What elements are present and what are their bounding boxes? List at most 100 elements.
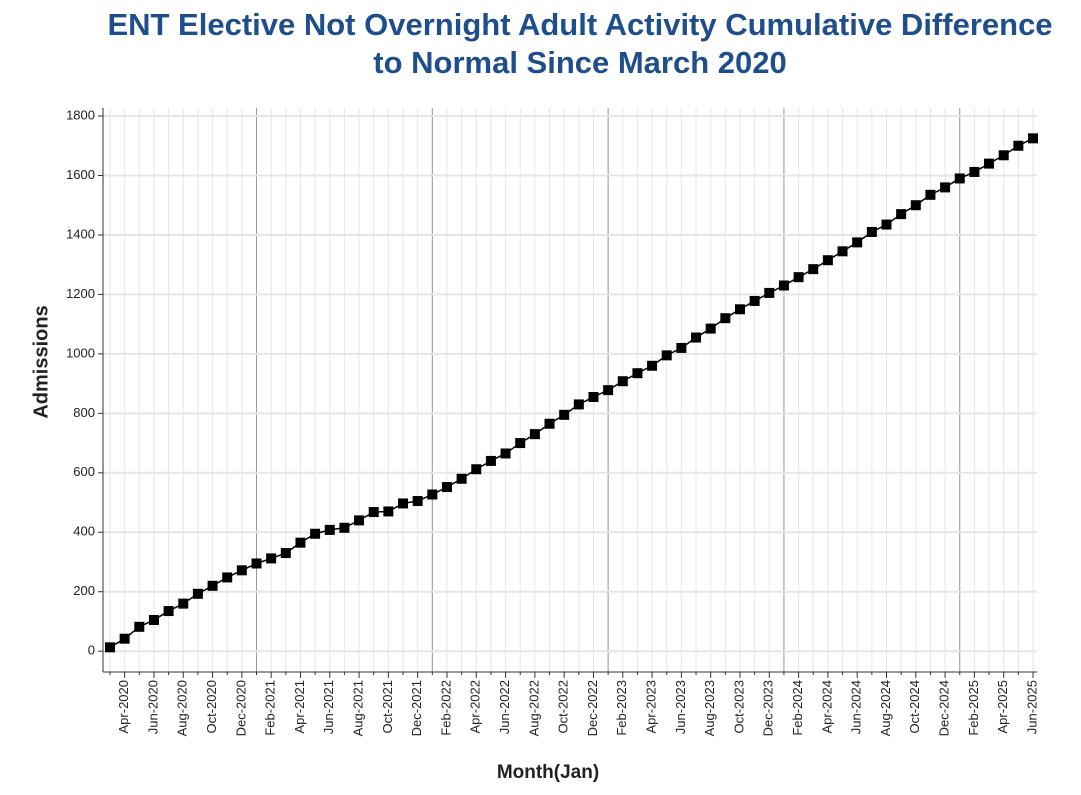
data-point <box>617 376 628 387</box>
data-point <box>163 606 174 617</box>
data-point <box>529 429 540 440</box>
data-point <box>969 166 980 177</box>
data-point <box>178 598 189 609</box>
data-point <box>105 642 115 653</box>
data-point <box>881 219 892 230</box>
x-tick-label: Oct-2023 <box>731 680 746 733</box>
y-tick-label: 800 <box>73 405 95 420</box>
data-point <box>603 385 614 396</box>
series-line <box>109 137 1034 648</box>
x-tick-label: Apr-2024 <box>819 680 834 733</box>
data-point <box>984 158 995 169</box>
data-point <box>207 580 218 591</box>
data-point <box>778 280 789 291</box>
data-point <box>822 255 833 266</box>
data-point <box>412 496 423 507</box>
data-point <box>896 209 907 220</box>
data-point <box>134 621 145 632</box>
x-tick-label: Aug-2021 <box>351 680 366 736</box>
data-point <box>1028 133 1038 144</box>
x-tick-label: Aug-2023 <box>702 680 717 736</box>
data-point <box>749 295 760 306</box>
x-tick-label: Oct-2022 <box>556 680 571 733</box>
x-tick-label: Jun-2022 <box>497 680 512 734</box>
data-point <box>764 287 775 298</box>
data-point <box>691 332 702 343</box>
x-tick-label: Aug-2024 <box>878 680 893 736</box>
x-tick-label: Dec-2022 <box>585 680 600 736</box>
x-tick-label: Apr-2020 <box>116 680 131 733</box>
data-point <box>441 482 452 493</box>
data-point <box>295 537 306 548</box>
x-tick-label: Feb-2024 <box>790 680 805 736</box>
data-point <box>280 548 291 559</box>
data-point <box>500 448 511 459</box>
x-axis-label: Month(Jan) <box>497 762 599 783</box>
data-point <box>544 418 555 429</box>
data-point <box>720 313 731 324</box>
data-point <box>998 150 1009 161</box>
x-tick-label: Aug-2020 <box>175 680 190 736</box>
data-point <box>676 342 687 353</box>
data-point <box>398 498 409 509</box>
x-tick-label: Oct-2024 <box>907 680 922 733</box>
x-tick-label: Jun-2020 <box>145 680 160 734</box>
data-point <box>427 489 438 500</box>
data-point <box>852 237 863 248</box>
data-point <box>192 588 203 599</box>
x-tick-label: Jun-2021 <box>321 680 336 734</box>
x-tick-label: Dec-2023 <box>761 680 776 736</box>
y-tick-label: 1000 <box>66 345 95 360</box>
x-tick-label: Dec-2024 <box>937 680 952 736</box>
x-tick-label: Feb-2022 <box>438 680 453 736</box>
y-tick-label: 1200 <box>66 286 95 301</box>
y-axis-label: Admissions <box>30 305 52 418</box>
chart-title: ENT Elective Not Overnight Adult Activit… <box>107 7 1053 80</box>
y-tick-label: 200 <box>73 583 95 598</box>
data-point <box>647 360 658 371</box>
data-point <box>324 524 335 535</box>
data-point <box>515 438 526 449</box>
data-point <box>251 558 262 569</box>
data-point <box>910 200 921 211</box>
data-point <box>866 226 877 237</box>
y-tick-label: 400 <box>73 524 95 539</box>
data-point <box>954 173 965 184</box>
x-tick-label: Apr-2023 <box>644 680 659 733</box>
x-tick-label: Feb-2021 <box>263 680 278 736</box>
x-tick-label: Apr-2022 <box>468 680 483 733</box>
data-point <box>588 391 599 402</box>
x-tick-label: Oct-2021 <box>380 680 395 733</box>
data-point <box>339 522 350 533</box>
x-tick-label: Feb-2025 <box>966 680 981 736</box>
x-tick-label: Jun-2024 <box>849 680 864 734</box>
data-point <box>573 399 584 410</box>
data-point <box>661 350 672 361</box>
x-tick-label: Feb-2023 <box>614 680 629 736</box>
x-tick-label: Aug-2022 <box>526 680 541 736</box>
x-tick-label: Jun-2025 <box>1024 680 1039 734</box>
data-point <box>456 473 467 484</box>
x-tick-label: Dec-2021 <box>409 680 424 736</box>
data-point <box>1013 140 1024 151</box>
data-point <box>793 272 804 283</box>
data-point <box>222 572 233 583</box>
data-point <box>383 506 394 517</box>
data-point <box>119 633 130 644</box>
x-tick-label: Apr-2021 <box>292 680 307 733</box>
y-tick-label: 1600 <box>66 167 95 182</box>
data-point <box>705 323 716 334</box>
y-tick-label: 1400 <box>66 226 95 241</box>
y-tick-label: 1800 <box>66 107 95 122</box>
data-point <box>354 515 365 526</box>
data-point <box>485 455 496 466</box>
data-point <box>471 464 482 475</box>
data-point <box>632 368 643 379</box>
x-tick-label: Apr-2025 <box>995 680 1010 733</box>
data-point <box>940 182 951 193</box>
data-point <box>310 528 321 539</box>
data-point <box>148 614 159 625</box>
x-tick-label: Oct-2020 <box>204 680 219 733</box>
data-point <box>368 507 379 518</box>
